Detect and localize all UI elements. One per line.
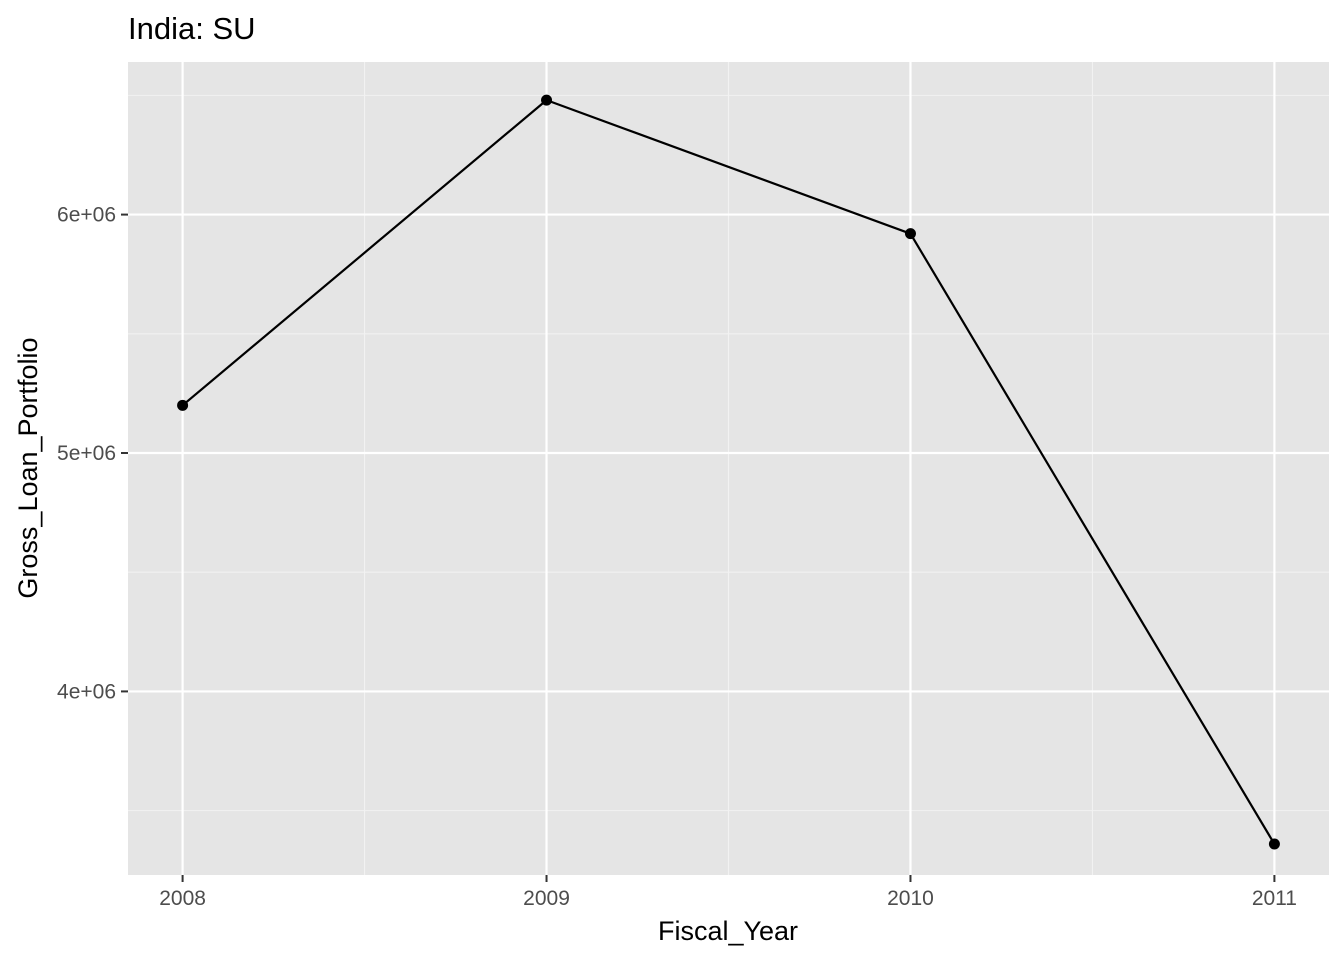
data-point [541,94,553,106]
chart-title: India: SU [128,11,256,46]
y-tick-label: 4e+06 [57,680,116,703]
x-tick-label: 2009 [523,887,570,910]
data-point [177,399,189,411]
x-axis-title: Fiscal_Year [658,916,798,946]
y-axis: 4e+06 5e+06 6e+06 [57,204,128,703]
x-tick-label: 2008 [159,887,206,910]
y-axis-title: Gross_Loan_Portfolio [13,337,43,598]
minor-gridlines [128,62,1329,875]
y-tick-label: 5e+06 [57,442,116,465]
x-tick-label: 2011 [1252,887,1297,910]
data-point [904,228,916,240]
x-tick-label: 2010 [887,887,934,910]
x-axis: 2008 2009 2010 2011 [159,875,1297,910]
series-line [181,99,1276,845]
major-gridlines [128,62,1329,875]
data-point [1268,838,1280,850]
y-tick-label: 6e+06 [57,204,116,227]
data-series [177,94,1280,850]
